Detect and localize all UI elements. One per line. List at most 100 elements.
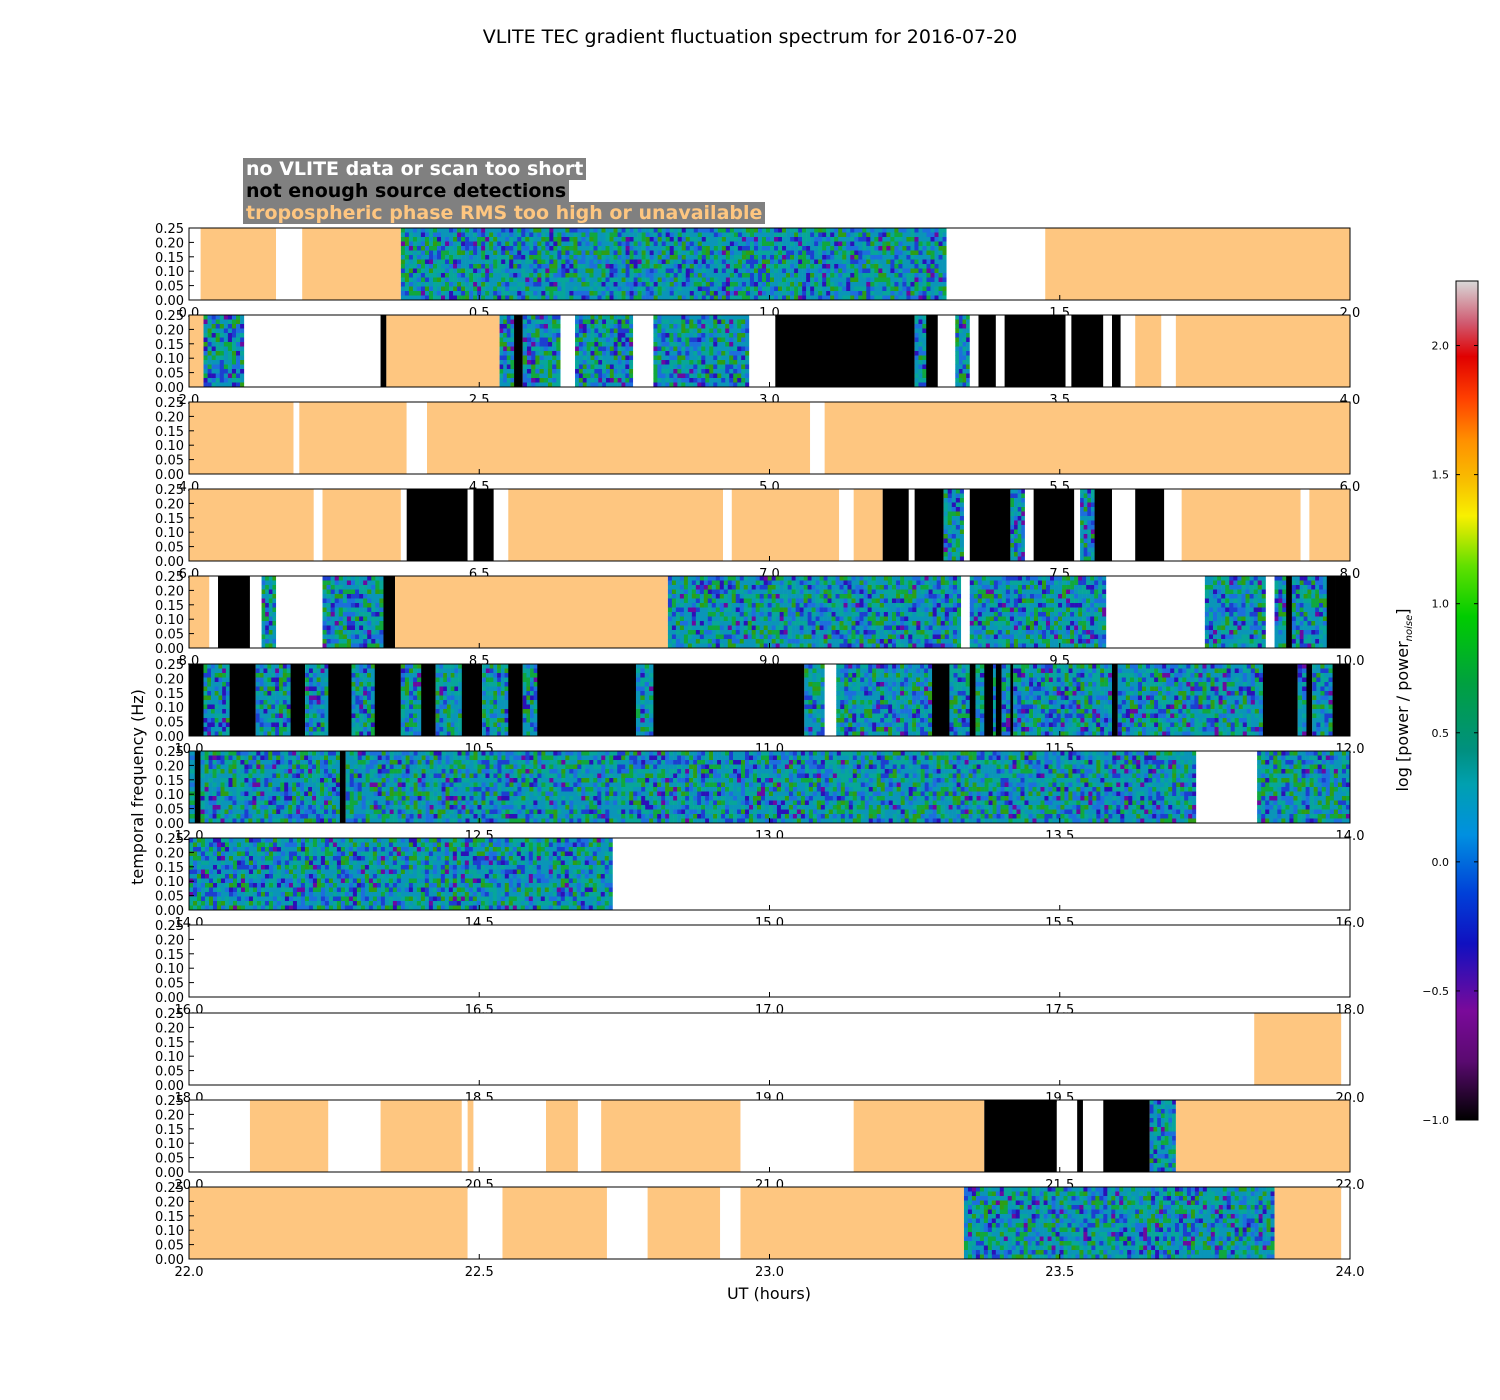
flag-segment xyxy=(1332,664,1350,736)
y-tick-label: 0.05 xyxy=(155,716,184,731)
y-tick-label: 0.15 xyxy=(155,599,184,614)
flag-segment xyxy=(1111,315,1121,387)
spectrum-segment xyxy=(1274,576,1287,649)
flag-segment xyxy=(740,1187,964,1259)
spectrum-segment xyxy=(189,838,614,911)
y-tick-label: 0.15 xyxy=(155,1123,184,1138)
flag-segment xyxy=(1094,489,1112,561)
flag-segment xyxy=(740,1100,854,1172)
spectrum-segment xyxy=(955,315,971,388)
y-tick-label: 0.05 xyxy=(155,1239,184,1254)
flag-segment xyxy=(978,315,996,387)
panel-3: 0.000.050.100.150.200.256.0 6.5 7.0 7.5 8.0 xyxy=(155,483,1360,582)
spectrum-segment xyxy=(1013,664,1113,737)
y-tick-label: 0.05 xyxy=(155,280,184,295)
flag-segment xyxy=(720,1187,741,1259)
panel-11: 0.000.050.100.150.200.25 22.0 22.5 23.0 23.5… xyxy=(155,1181,1364,1280)
spectrum-segment xyxy=(1297,664,1307,737)
flag-segment xyxy=(244,315,381,387)
y-tick-label: 0.15 xyxy=(155,774,184,789)
flag-segment xyxy=(328,1100,381,1172)
flag-segment xyxy=(1274,1187,1342,1259)
flag-segment xyxy=(493,489,509,561)
spectrum-segment xyxy=(261,576,277,649)
y-tick-label: 0.00 xyxy=(155,555,184,570)
flag-segment xyxy=(302,228,401,300)
y-tick-label: 0.15 xyxy=(155,1210,184,1225)
y-tick-label: 0.10 xyxy=(155,526,184,541)
y-tick-label: 0.05 xyxy=(155,541,184,556)
colorbar-tick-label: 2.0 xyxy=(1432,340,1450,353)
colorbar-tick-label: −1.0 xyxy=(1422,1114,1449,1127)
y-tick-label: 0.15 xyxy=(155,338,184,353)
spectrum-segment xyxy=(305,664,329,737)
flag-segment xyxy=(229,664,256,736)
flag-segment xyxy=(395,576,668,648)
y-tick-label: 0.05 xyxy=(155,977,184,992)
flag-segment xyxy=(1300,489,1310,561)
flag-segment xyxy=(299,402,407,474)
flag-segment xyxy=(1074,489,1081,561)
x-tick-label: 23.5 xyxy=(1045,1265,1074,1280)
y-tick-label: 0.00 xyxy=(155,904,184,919)
colorbar-tick-label: 0.0 xyxy=(1432,856,1450,869)
spectrum-segment xyxy=(975,664,985,737)
flag-segment xyxy=(1341,1187,1350,1259)
flag-segment xyxy=(508,664,523,736)
flag-segment xyxy=(1111,489,1136,561)
y-tick-label: 0.00 xyxy=(155,817,184,832)
flag-segment xyxy=(1103,315,1112,387)
flag-segment xyxy=(1024,489,1034,561)
flag-segment xyxy=(467,489,474,561)
spectrum-segment xyxy=(322,576,384,649)
y-tick-label: 0.00 xyxy=(155,1253,184,1268)
panel-4: 0.000.050.100.150.200.258.0 8.5 9.0 9.5 10.0 xyxy=(155,570,1364,669)
spectrum-segment xyxy=(1204,576,1267,649)
panel-2: 0.000.050.100.150.200.254.0 4.5 5.0 5.5 6.0 xyxy=(155,396,1360,495)
y-tick-label: 0.20 xyxy=(155,1021,184,1036)
y-tick-label: 0.20 xyxy=(155,933,184,948)
spectrum-segment xyxy=(499,315,515,388)
y-tick-label: 0.25 xyxy=(155,1094,184,1109)
spectrum-segment xyxy=(351,664,376,737)
flag-segment xyxy=(1065,315,1072,387)
y-tick-label: 0.05 xyxy=(155,367,184,382)
spectrum-segment xyxy=(1001,664,1011,737)
flag-segment xyxy=(1010,664,1014,736)
flag-segment xyxy=(1135,489,1165,561)
flag-segment xyxy=(1103,1100,1150,1172)
colorbar-tick-label: 1.0 xyxy=(1432,598,1450,611)
flag-segment xyxy=(1045,228,1350,300)
flag-segment xyxy=(421,664,436,736)
flag-segment xyxy=(1135,315,1162,387)
y-tick-label: 0.05 xyxy=(155,1065,184,1080)
flag-segment xyxy=(914,489,944,561)
flag-segment xyxy=(601,1100,741,1172)
spectrum-segment xyxy=(575,315,634,388)
spectrum-segment xyxy=(203,315,245,388)
spectrum-segment xyxy=(949,664,971,737)
flag-segment xyxy=(189,1013,1255,1085)
flag-segment xyxy=(218,576,250,648)
spectrum-segment xyxy=(635,664,654,737)
y-tick-label: 0.00 xyxy=(155,1166,184,1181)
flag-segment xyxy=(633,315,654,387)
flag-segment xyxy=(1082,1100,1104,1172)
y-tick-label: 0.25 xyxy=(155,396,184,411)
flag-segment xyxy=(537,664,636,736)
flag-segment xyxy=(502,1187,607,1259)
flag-segment xyxy=(1309,489,1350,561)
flag-segment xyxy=(969,664,976,736)
spectrum-segment xyxy=(804,664,825,737)
y-tick-label: 0.10 xyxy=(155,613,184,628)
flag-segment xyxy=(775,315,915,387)
y-tick-label: 0.20 xyxy=(155,236,184,251)
y-tick-label: 0.15 xyxy=(155,948,184,963)
flag-segment xyxy=(290,664,306,736)
y-tick-label: 0.05 xyxy=(155,1152,184,1167)
y-tick-label: 0.25 xyxy=(155,222,184,237)
colorbar-tick-label: 1.5 xyxy=(1432,469,1450,482)
x-axis-label: UT (hours) xyxy=(727,1284,811,1303)
y-tick-label: 0.20 xyxy=(155,759,184,774)
